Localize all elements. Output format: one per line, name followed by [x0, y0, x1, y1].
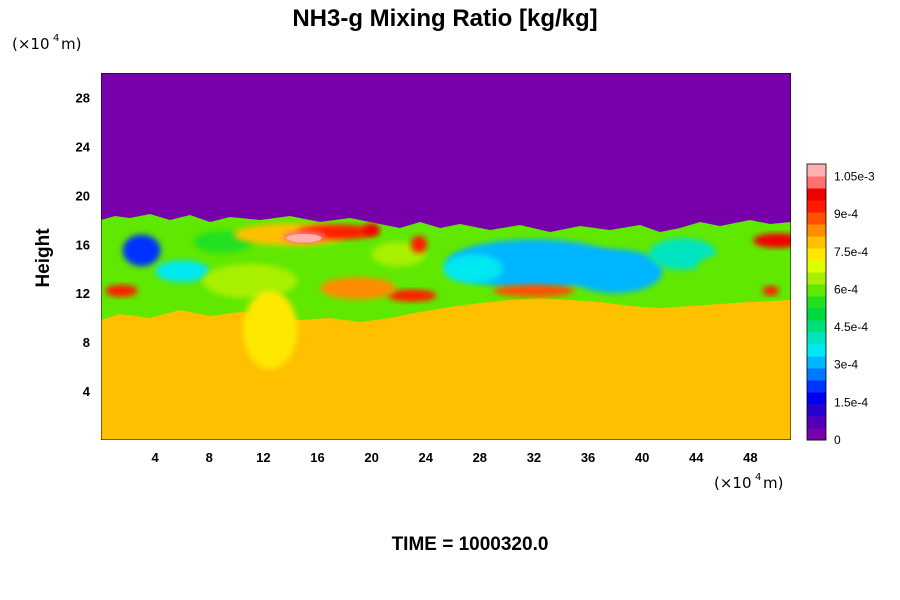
y-tick-labels: 4 8 12 16 20 24 28	[76, 90, 91, 399]
svg-text:(×10: (×10	[12, 35, 50, 53]
x-tick-label: 48	[743, 450, 757, 465]
x-tick-label: 12	[256, 450, 270, 465]
colorbar-band	[807, 224, 826, 237]
heatmap-field	[101, 73, 791, 440]
colorbar-labels: 0 1.5e-4 3e-4 4.5e-4 6e-4 7.5e-4 9e-4 1.05e-3	[834, 170, 875, 447]
mixing-blob	[320, 277, 396, 300]
mixing-blob	[105, 284, 138, 297]
mixing-blob	[363, 223, 380, 236]
chart-title: NH3-g Mixing Ratio [kg/kg]	[292, 5, 597, 32]
y-tick-label: 12	[76, 286, 90, 301]
colorbar-band	[807, 344, 826, 357]
svg-text:4: 4	[755, 472, 761, 483]
x-tick-label: 24	[418, 450, 433, 465]
colorbar-label: 1.5e-4	[834, 395, 868, 409]
mixing-blob	[696, 252, 778, 285]
colorbar-band	[807, 164, 826, 177]
mixing-blob	[762, 285, 779, 296]
svg-text:m): m)	[763, 474, 783, 492]
y-tick-label: 24	[76, 139, 91, 154]
mixing-blob	[753, 233, 791, 248]
colorbar-band	[807, 308, 826, 321]
colorbar-band	[807, 236, 826, 249]
mixing-blob	[443, 254, 503, 284]
mixing-blob	[493, 284, 575, 297]
colorbar-band	[807, 392, 826, 405]
svg-text:m): m)	[61, 35, 81, 53]
y-axis-unit-label: (×10 4 m)	[12, 33, 81, 53]
colorbar-band	[807, 428, 826, 441]
x-tick-labels: 4 8 12 16 20 24 28 32 36 40 44 48	[152, 450, 758, 465]
mixing-blob	[410, 235, 428, 253]
colorbar-label: 7.5e-4	[834, 245, 868, 259]
colorbar-band	[807, 284, 826, 297]
x-tick-label: 32	[527, 450, 541, 465]
colorbar-label: 6e-4	[834, 282, 858, 296]
y-tick-label: 16	[76, 237, 90, 252]
lower-region	[101, 296, 791, 440]
colorbar-band	[807, 320, 826, 333]
colorbar-band	[807, 200, 826, 213]
x-tick-label: 16	[310, 450, 324, 465]
colorbar-label: 4.5e-4	[834, 320, 868, 334]
svg-text:(×10: (×10	[714, 474, 752, 492]
colorbar-band	[807, 248, 826, 261]
x-tick-label: 40	[635, 450, 649, 465]
mixing-blob	[387, 289, 437, 302]
colorbar-band	[807, 176, 826, 189]
x-tick-label: 44	[689, 450, 704, 465]
mixing-blob	[202, 263, 298, 299]
colorbar-band	[807, 380, 826, 393]
x-axis-unit-label: (×10 4 m)	[714, 472, 783, 492]
x-tick-label: 28	[473, 450, 487, 465]
colorbar-frame	[806, 163, 827, 441]
mixing-blob	[567, 249, 663, 294]
colorbar-label: 0	[834, 433, 841, 447]
colorbar-label: 1.05e-3	[834, 170, 875, 184]
colorbar-band	[807, 260, 826, 273]
peak-patch	[286, 233, 322, 243]
colorbar-band	[807, 356, 826, 369]
colorbar-label: 3e-4	[834, 358, 858, 372]
colorbar-band	[807, 272, 826, 285]
mixing-blob	[122, 234, 161, 267]
colorbar-band	[807, 416, 826, 429]
svg-text:4: 4	[53, 33, 59, 44]
x-tick-label: 4	[152, 450, 160, 465]
x-tick-label: 20	[364, 450, 378, 465]
y-tick-label: 28	[76, 90, 90, 105]
y-tick-label: 4	[83, 384, 91, 399]
x-tick-label: 36	[581, 450, 595, 465]
colorbar-band	[807, 212, 826, 225]
colorbar-label: 9e-4	[834, 207, 858, 221]
colorbar-band	[807, 332, 826, 345]
colorbar-band	[807, 188, 826, 201]
y-tick-label: 8	[83, 335, 90, 350]
colorbar-band	[807, 368, 826, 381]
time-label: TIME = 1000320.0	[392, 534, 549, 555]
mixing-blob	[155, 260, 210, 283]
colorbar-band	[807, 296, 826, 309]
x-tick-label: 8	[206, 450, 213, 465]
colorbar	[806, 163, 827, 441]
colorbar-band	[807, 404, 826, 417]
y-axis-label: Height	[33, 228, 54, 288]
mixing-blob	[243, 290, 298, 370]
mixing-blob	[648, 238, 717, 270]
y-tick-label: 20	[76, 188, 90, 203]
